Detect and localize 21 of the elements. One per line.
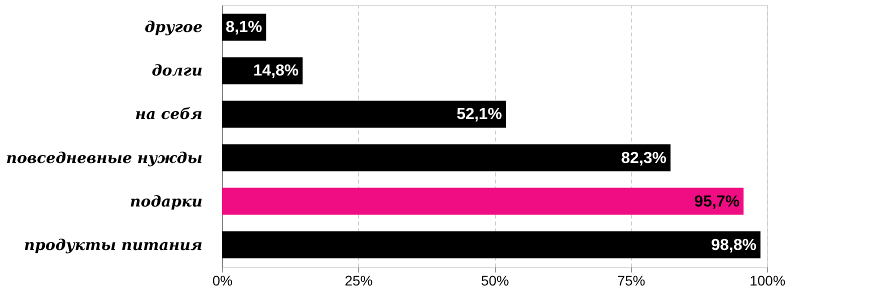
y-tick-label: другое bbox=[144, 18, 202, 36]
y-tick-label: подарки bbox=[130, 192, 203, 210]
bar bbox=[222, 231, 760, 258]
data-label: 14,8% bbox=[253, 62, 299, 80]
bar bbox=[222, 100, 506, 128]
data-label: 98,8% bbox=[711, 236, 756, 254]
data-label: 82,3% bbox=[621, 150, 667, 167]
data-label: 52,1% bbox=[456, 106, 502, 124]
data-label: 8,1% bbox=[226, 19, 262, 36]
data-label: 95,7% bbox=[694, 193, 740, 210]
y-tick-label: на себя bbox=[135, 105, 203, 124]
x-tick-label: 75% bbox=[617, 272, 646, 288]
x-tick-label: 50% bbox=[480, 272, 510, 288]
x-tick-label: 0% bbox=[212, 272, 233, 288]
x-tick-label: 100% bbox=[750, 272, 786, 288]
bar bbox=[222, 188, 744, 215]
bar bbox=[222, 144, 671, 172]
y-tick-label: продукты питания bbox=[24, 236, 203, 254]
y-tick-label: повседневные нужды bbox=[6, 148, 202, 167]
x-tick-label: 25% bbox=[344, 272, 373, 288]
y-tick-label: долги bbox=[152, 62, 203, 80]
